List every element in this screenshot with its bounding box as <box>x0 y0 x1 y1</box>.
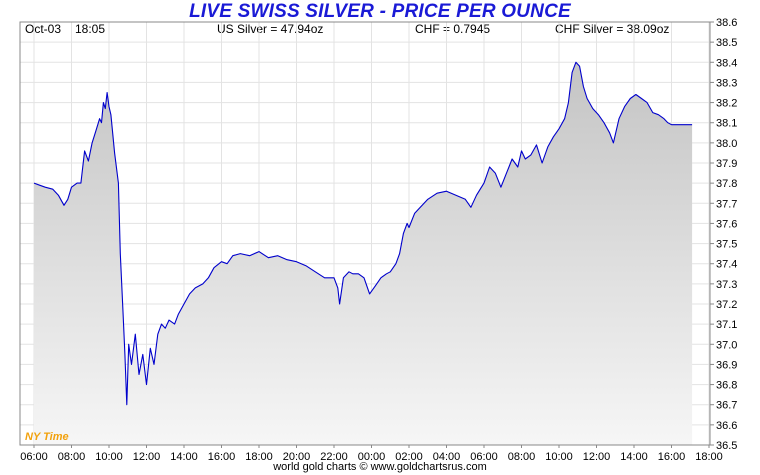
x-tick-label: 14:00 <box>170 451 198 463</box>
y-axis: 36.5 36.6 36.7 36.8 36.9 37.0 37.1 37.2 37.3 37.4… <box>710 17 737 452</box>
x-tick-label: 16:00 <box>658 451 686 463</box>
x-tick-label: 10:00 <box>545 451 573 463</box>
price-area <box>34 62 693 446</box>
timezone-label: NY Time <box>25 431 69 443</box>
x-tick-label: 18:00 <box>245 451 273 463</box>
y-tick-label: 38.0 <box>716 138 737 150</box>
plot-frame <box>19 21 711 446</box>
y-tick-label: 37.3 <box>716 279 737 291</box>
y-tick-label: 37.8 <box>716 178 737 190</box>
y-tick-label: 36.6 <box>716 420 737 432</box>
x-tick-label: 20:00 <box>283 451 311 463</box>
y-tick-label: 36.5 <box>716 440 737 452</box>
price-series-line <box>33 61 693 406</box>
y-tick-label: 36.7 <box>716 400 737 412</box>
x-tick-label: 00:00 <box>358 451 386 463</box>
x-tick-label: 22:00 <box>320 451 348 463</box>
x-tick-label: 02:00 <box>395 451 423 463</box>
y-tick-label: 38.5 <box>716 37 737 49</box>
y-tick-label: 38.1 <box>716 118 737 130</box>
chart-title: LIVE SWISS SILVER - PRICE PER OUNCE <box>189 1 571 22</box>
y-tick-label: 37.5 <box>716 239 737 251</box>
y-tick-label: 37.2 <box>716 299 737 311</box>
header-chf-silver: CHF Silver = 38.09oz <box>555 22 670 36</box>
source-credit: world gold charts © www.goldchartsrus.co… <box>273 461 487 473</box>
x-tick-label: 08:00 <box>508 451 536 463</box>
y-tick-label: 37.0 <box>716 339 737 351</box>
y-tick-label: 37.4 <box>716 259 737 271</box>
x-tick-label: 06:00 <box>20 451 48 463</box>
x-tick-label: 12:00 <box>133 451 161 463</box>
y-tick-label: 36.8 <box>716 380 737 392</box>
x-axis: 06:00 08:00 10:00 12:00 14:00 16:00 18:00 20:00… <box>20 445 723 463</box>
x-tick-label: 16:00 <box>208 451 236 463</box>
x-tick-label: 14:00 <box>620 451 648 463</box>
y-tick-label: 37.7 <box>716 198 737 210</box>
y-tick-label: 37.9 <box>716 158 737 170</box>
price-area-fill <box>34 62 693 446</box>
x-tick-label: 06:00 <box>470 451 498 463</box>
y-tick-label: 38.6 <box>716 17 737 29</box>
price-line <box>33 61 693 406</box>
header-chf-rate: CHF = 0.7945 <box>415 22 491 36</box>
header-time: 18:05 <box>75 22 106 36</box>
x-tick-label: 18:00 <box>695 451 723 463</box>
y-tick-label: 37.6 <box>716 218 737 230</box>
x-tick-label: 12:00 <box>583 451 611 463</box>
x-tick-label: 08:00 <box>58 451 86 463</box>
y-tick-label: 38.4 <box>716 57 737 69</box>
y-tick-label: 38.3 <box>716 77 737 89</box>
y-tick-label: 37.1 <box>716 319 737 331</box>
x-tick-label: 10:00 <box>95 451 123 463</box>
y-tick-label: 36.9 <box>716 359 737 371</box>
y-tick-label: 38.2 <box>716 98 737 110</box>
x-tick-label: 04:00 <box>433 451 461 463</box>
